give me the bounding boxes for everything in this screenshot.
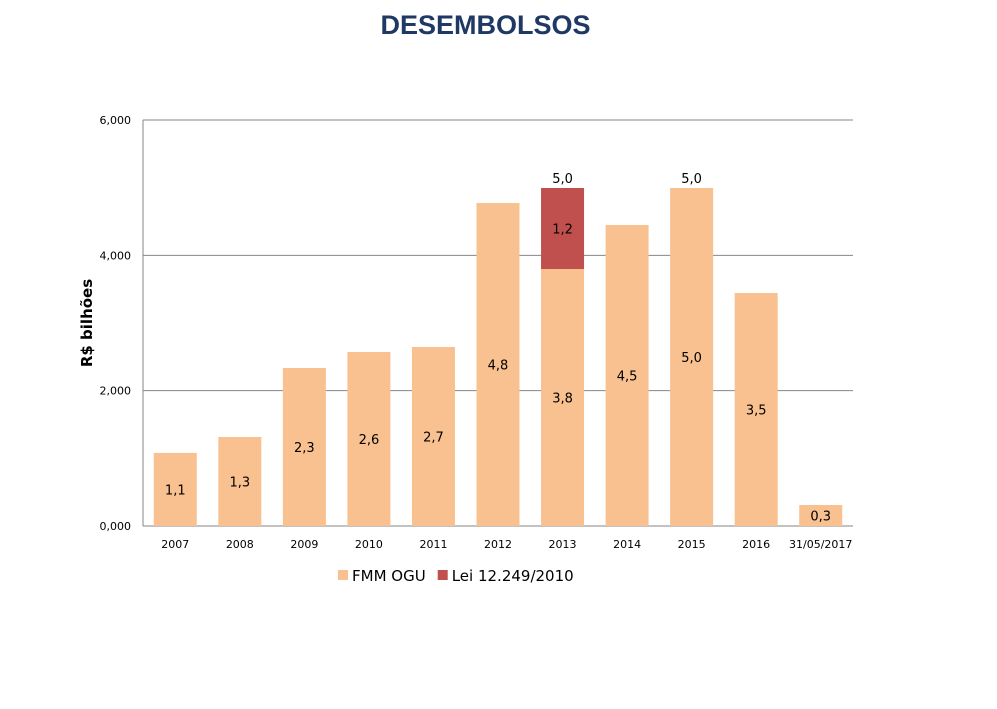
y-tick-label: 0,000 [100, 520, 132, 533]
bar [218, 437, 262, 526]
x-tick-label: 2010 [355, 538, 383, 551]
bar [153, 452, 197, 526]
bar [670, 188, 714, 526]
x-tick-label: 2009 [290, 538, 318, 551]
legend-swatch [437, 570, 448, 580]
data-label: 1,3 [229, 476, 250, 491]
bar [799, 505, 843, 526]
x-tick-label: 2016 [742, 538, 770, 551]
data-label: 1,2 [552, 223, 573, 238]
bar [347, 352, 391, 526]
data-label: 3,8 [552, 392, 573, 407]
data-label: 2,3 [294, 441, 315, 456]
y-tick-label: 6,000 [100, 114, 132, 127]
bar [476, 203, 520, 527]
y-tick-label: 2,000 [100, 385, 132, 398]
bar [541, 269, 585, 526]
data-label: 1,1 [165, 483, 186, 498]
data-label: 3,5 [746, 404, 767, 419]
x-tick-label: 2014 [613, 538, 641, 551]
data-label: 4,5 [617, 370, 638, 385]
x-tick-label: 2011 [419, 538, 447, 551]
bar [282, 367, 326, 526]
data-label: 2,7 [423, 431, 444, 446]
chart-title: DESEMBOLSOS [380, 10, 591, 40]
legend-label: Lei 12.249/2010 [452, 567, 574, 585]
legend-swatch [338, 570, 348, 580]
legend-label: FMM OGU [352, 567, 426, 585]
y-axis-label: R$ bilhões [78, 279, 96, 367]
data-label: 4,8 [488, 359, 509, 374]
total-label: 5,0 [681, 172, 702, 187]
data-label: 5,0 [681, 351, 702, 366]
x-tick-label: 2012 [484, 538, 512, 551]
bar [734, 293, 778, 526]
x-tick-label: 2013 [549, 538, 577, 551]
x-tick-label: 31/05/2017 [789, 538, 852, 551]
x-tick-label: 2007 [161, 538, 189, 551]
bar [541, 188, 585, 270]
bar [411, 347, 455, 526]
total-label: 5,0 [552, 172, 573, 187]
data-label: 2,6 [359, 433, 380, 448]
x-tick-label: 2015 [678, 538, 706, 551]
x-tick-label: 2008 [226, 538, 254, 551]
bar [605, 225, 649, 526]
data-label: 0,3 [810, 510, 831, 525]
y-tick-label: 4,000 [100, 249, 132, 262]
